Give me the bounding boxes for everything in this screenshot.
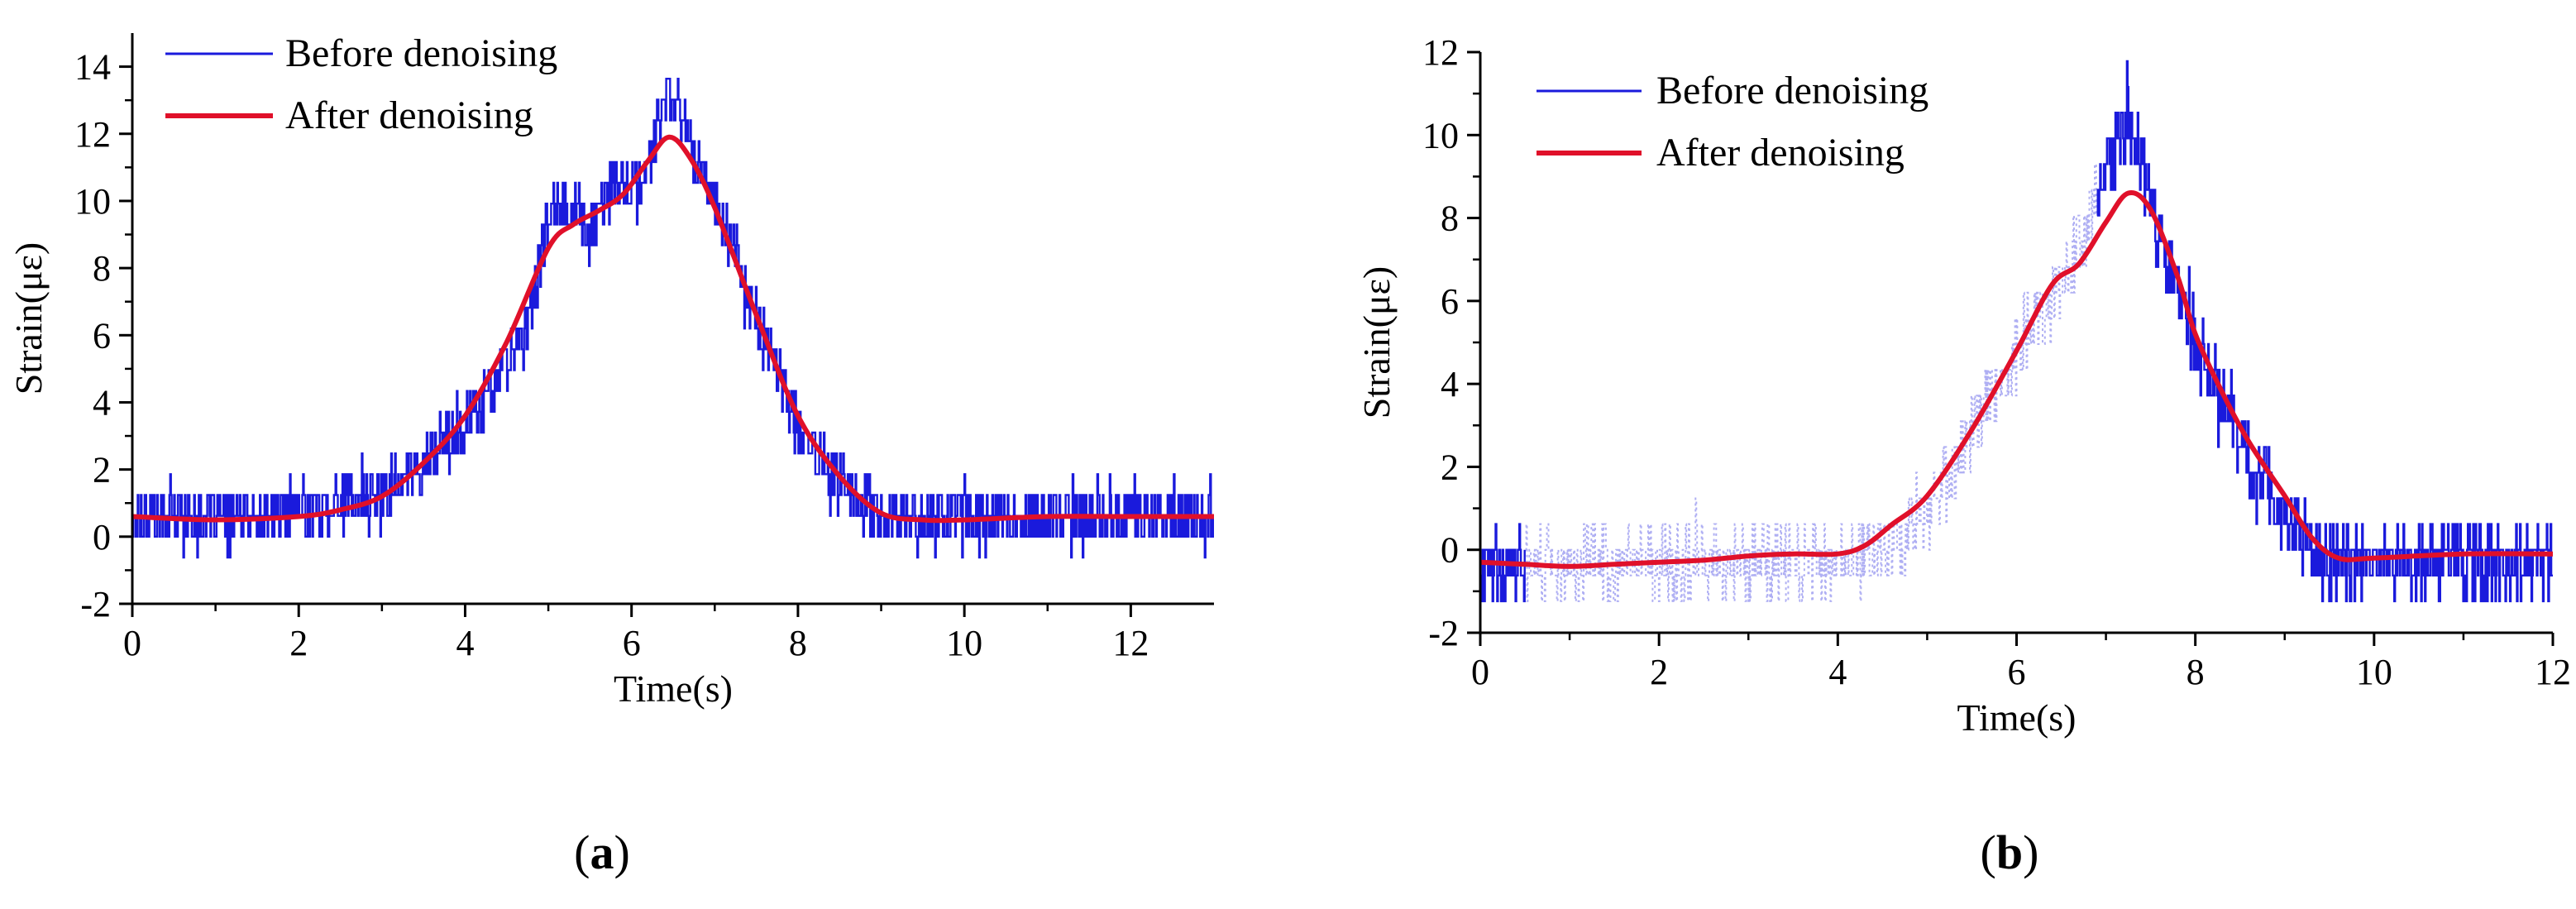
x-tick-label: 8 [789,623,807,663]
x-tick-label: 0 [123,623,141,663]
legend-label: Before denoising [285,31,557,75]
legend-label: Before denoising [1656,69,1928,112]
y-tick-label: 10 [74,181,111,222]
y-tick-label: 10 [1422,115,1459,155]
x-tick-label: 4 [1828,652,1847,692]
series-line-before-denoising-faded [1525,163,2097,602]
y-tick-label: 14 [74,47,111,88]
y-axis-title: Strain(με) [1355,266,1398,419]
y-tick-label: 0 [1441,530,1459,571]
y-tick-label: 2 [93,450,111,490]
x-tick-label: 4 [456,623,474,663]
y-tick-label: 12 [74,114,111,155]
legend: Before denoising After denoising [165,31,557,137]
series-line-before-denoising [132,77,1214,559]
x-tick-label: 2 [289,623,308,663]
y-tick-label: 6 [1441,281,1459,322]
legend-label: After denoising [285,93,533,137]
x-tick-label: 12 [1112,623,1149,663]
x-tick-label: 10 [2356,652,2392,692]
y-tick-label: 2 [1441,447,1459,487]
legend: Before denoising After denoising [1537,69,1928,175]
legend-label: After denoising [1656,131,1905,175]
x-axis-title: Time(s) [1957,696,2077,739]
y-tick-label: 8 [93,248,111,289]
plot-area [132,77,1214,559]
chart-panel-a: 0 2 4 6 8 10 12 -2 0 2 4 6 8 10 12 14 Time(s) Strain(με) B… [7,31,1214,879]
series-line-after-denoising [132,134,1214,524]
series-line-after-denoising [1480,189,2553,569]
y-tick-label: 4 [1441,364,1459,404]
x-tick-label: 2 [1650,652,1668,692]
x-tick-label: 12 [2535,652,2571,692]
y-tick-label: -2 [80,584,111,624]
x-tick-label: 8 [2186,652,2205,692]
y-tick-label: -2 [1428,613,1459,653]
x-axis-title: Time(s) [614,667,733,710]
series-line-before-denoising-tail [2096,60,2553,603]
chart-panel-b: 0 2 4 6 8 10 12 -2 0 2 4 6 8 10 12 Time(s) Strain(με) Bef… [1355,32,2571,879]
series-line-before-denoising-head [1480,523,1526,603]
x-tick-label: 0 [1471,652,1489,692]
x-tick-label: 6 [2008,652,2026,692]
y-tick-label: 0 [93,517,111,557]
x-tick-label: 10 [946,623,982,663]
y-axis-title: Strain(με) [7,242,50,395]
panel-label: (b) [1981,825,2039,879]
y-tick-label: 8 [1441,199,1459,239]
y-tick-label: 12 [1422,32,1459,73]
y-tick-label: 6 [93,315,111,356]
plot-area [1480,60,2553,603]
y-tick-label: 4 [93,382,111,423]
panel-label: (a) [574,825,630,879]
x-tick-label: 6 [623,623,641,663]
